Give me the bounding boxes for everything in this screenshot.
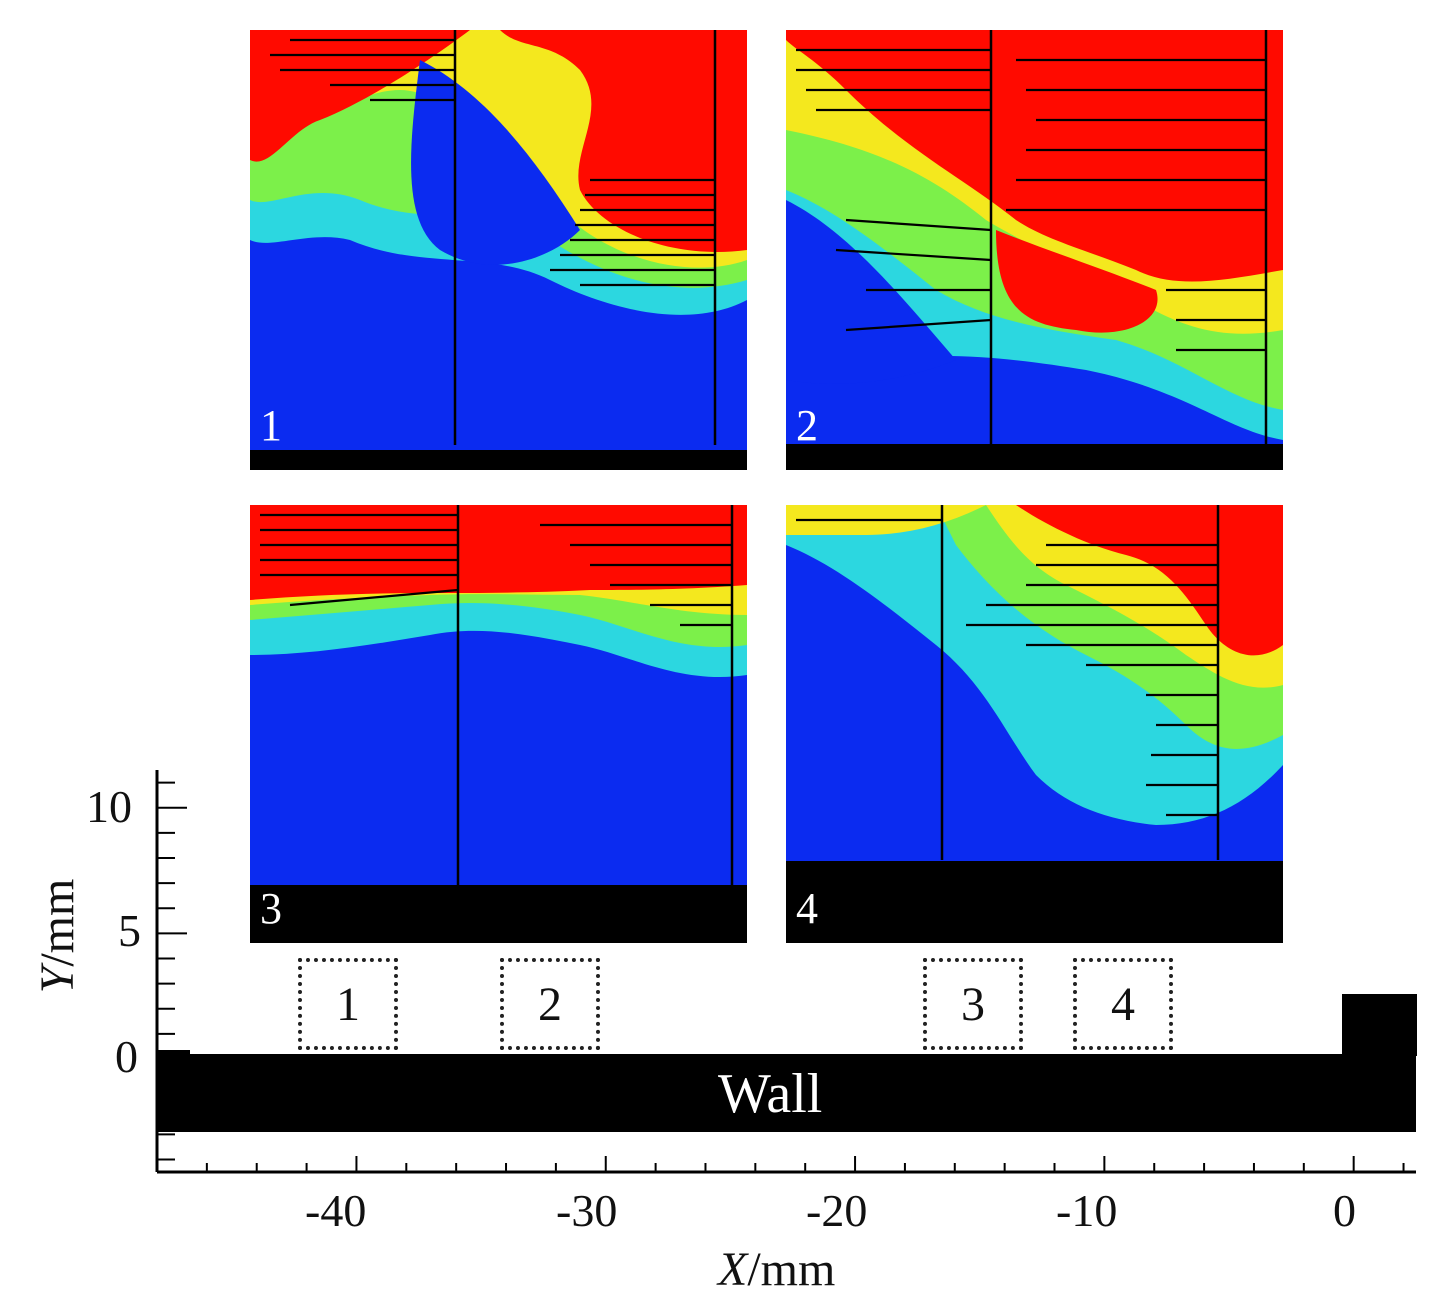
x-tick-label: -40 [305, 1185, 367, 1236]
wall-step [1342, 994, 1417, 1056]
velocity-panel-2: 2 [786, 30, 1283, 470]
panel-label-3: 3 [260, 884, 282, 933]
wall-block [157, 1054, 1416, 1132]
location-box-2: 2 [500, 958, 600, 1050]
panel-wall-4 [786, 861, 1283, 943]
x-tick-label: -10 [1056, 1185, 1118, 1236]
location-box-label: 4 [1111, 977, 1135, 1031]
y-tick-label: 0 [115, 1031, 138, 1082]
panel-label-1: 1 [260, 401, 282, 450]
y-axis-title: Y/mm [31, 846, 84, 1026]
x-tick-label: -30 [556, 1185, 618, 1236]
wall-label: Wall [718, 1063, 823, 1125]
x-axis-unit: /mm [747, 1243, 836, 1296]
contour-field-1 [250, 30, 747, 445]
panel-wall-1 [250, 450, 747, 470]
location-box-4: 4 [1073, 958, 1173, 1050]
panel-label-4: 4 [796, 884, 818, 933]
y-axis-unit: /mm [31, 878, 84, 967]
wall-left-ledge [157, 1050, 190, 1056]
y-axis-var: Y [31, 966, 84, 994]
y-tick-label: 5 [118, 905, 141, 956]
location-box-1: 1 [298, 958, 398, 1050]
velocity-panel-4: 4 [786, 505, 1283, 943]
panel-wall-2 [786, 444, 1283, 470]
contour-field-2 [786, 30, 1283, 445]
location-box-label: 1 [336, 977, 360, 1031]
location-box-label: 3 [961, 977, 985, 1031]
y-tick-label: 10 [86, 781, 132, 832]
contour-field-3 [250, 505, 747, 885]
panel-label-2: 2 [796, 401, 818, 450]
panel-wall-3 [250, 885, 747, 943]
location-box-3: 3 [923, 958, 1023, 1050]
location-box-label: 2 [538, 977, 562, 1031]
x-axis-title: X/mm [718, 1246, 835, 1294]
x-axis-var: X [718, 1243, 748, 1296]
contour-field-4 [786, 505, 1283, 860]
x-tick-label: 0 [1333, 1185, 1356, 1236]
x-tick-label: -20 [806, 1185, 868, 1236]
velocity-panel-3: 3 [250, 505, 747, 943]
velocity-panel-1: 1 [250, 30, 747, 470]
